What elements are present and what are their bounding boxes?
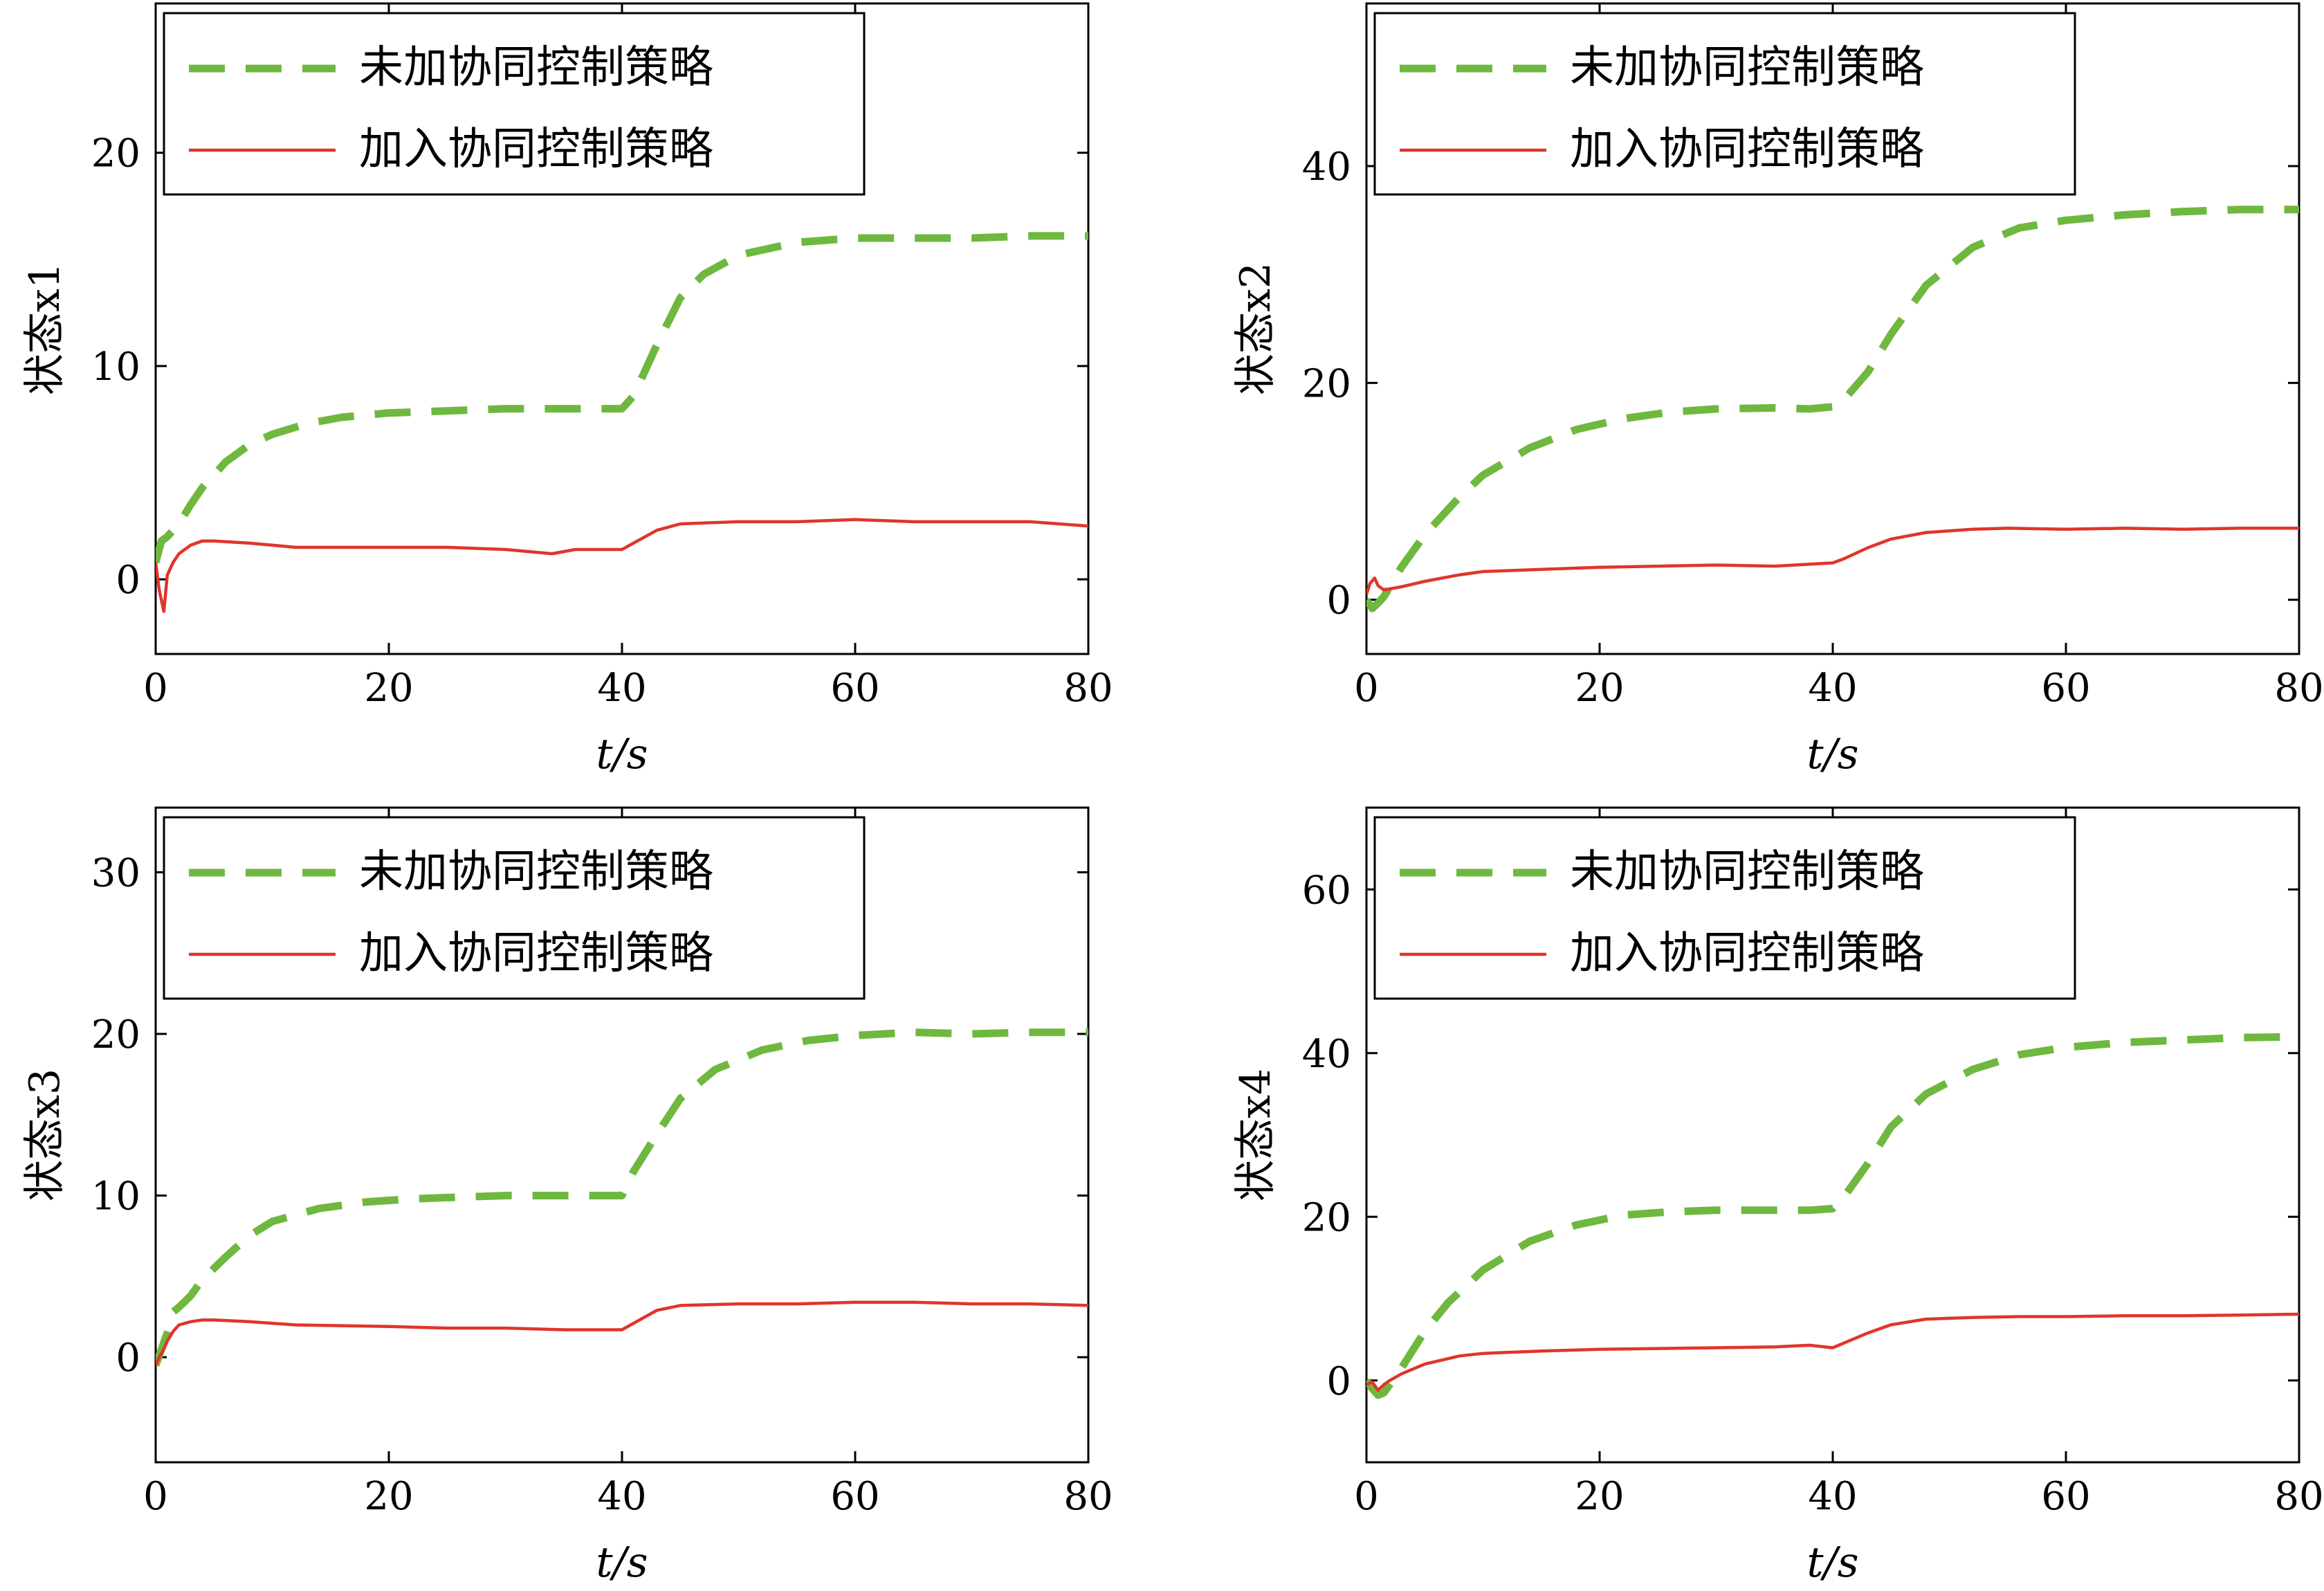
legend-box: [1373, 12, 2076, 196]
legend-label: 未加协同控制策略: [359, 846, 713, 898]
legend-label: 加入协同控制策略: [359, 124, 713, 175]
x-tick-label: 20: [1575, 666, 1624, 711]
x-axis-label: t/s: [1806, 730, 1858, 779]
legend-box: [163, 12, 866, 196]
y-tick-label: 20: [91, 131, 140, 176]
legend-label: 加入协同控制策略: [1570, 124, 1924, 175]
x-tick-label: 80: [1063, 666, 1113, 711]
legend-label: 加入协同控制策略: [1570, 928, 1924, 979]
legend-label: 未加协同控制策略: [359, 42, 713, 93]
x-tick-label: 60: [830, 666, 879, 711]
y-axis-label: 状态x2: [1232, 262, 1280, 395]
x-tick-label: 0: [143, 1474, 168, 1519]
series-line-with-strategy: [1366, 527, 2299, 595]
x-tick-label: 20: [364, 1474, 413, 1519]
series-line-without-strategy: [1366, 206, 2299, 612]
y-tick-label: 0: [1326, 1359, 1351, 1404]
x-tick-label: 80: [2274, 1474, 2323, 1519]
series-line-with-strategy: [156, 518, 1088, 613]
y-tick-label: 60: [1302, 868, 1351, 913]
x-tick-label: 20: [1575, 1474, 1624, 1519]
legend-box: [1373, 816, 2076, 1000]
legend-label: 加入协同控制策略: [359, 928, 713, 979]
y-tick-label: 30: [91, 851, 140, 895]
x-tick-label: 0: [143, 666, 168, 711]
x-axis-label: t/s: [596, 1538, 648, 1587]
y-tick-label: 10: [91, 1174, 140, 1219]
y-axis-label: 状态x4: [1232, 1069, 1280, 1201]
legend-label: 未加协同控制策略: [1570, 42, 1924, 93]
x-tick-label: 0: [1354, 666, 1379, 711]
series-line-without-strategy: [156, 232, 1088, 563]
x-tick-label: 80: [1063, 1474, 1113, 1519]
y-axis-label: 状态x1: [21, 262, 69, 395]
legend-box: [163, 816, 866, 1000]
y-tick-label: 0: [116, 1336, 140, 1381]
y-tick-label: 0: [1326, 579, 1351, 624]
x-axis-label: t/s: [596, 730, 648, 779]
y-tick-label: 0: [116, 558, 140, 603]
x-tick-label: 60: [830, 1474, 879, 1519]
x-tick-label: 40: [1808, 666, 1857, 711]
y-tick-label: 40: [1302, 145, 1351, 190]
x-tick-label: 0: [1354, 1474, 1379, 1519]
y-tick-label: 20: [1302, 361, 1351, 406]
legend-label: 未加协同控制策略: [1570, 846, 1924, 898]
series-line-without-strategy: [1366, 1033, 2299, 1399]
x-tick-label: 60: [2041, 1474, 2090, 1519]
y-tick-label: 20: [1302, 1195, 1351, 1240]
x-tick-label: 20: [364, 666, 413, 711]
y-axis-label: 状态x3: [21, 1069, 69, 1201]
x-tick-label: 40: [597, 1474, 646, 1519]
series-line-without-strategy: [156, 1028, 1088, 1367]
x-tick-label: 40: [1808, 1474, 1857, 1519]
y-tick-label: 20: [91, 1012, 140, 1057]
y-tick-label: 10: [91, 345, 140, 390]
x-tick-label: 80: [2274, 666, 2323, 711]
series-line-with-strategy: [156, 1300, 1088, 1366]
x-tick-label: 60: [2041, 666, 2090, 711]
x-axis-label: t/s: [1806, 1538, 1858, 1587]
series-line-with-strategy: [1366, 1312, 2299, 1392]
y-tick-label: 40: [1302, 1032, 1351, 1077]
x-tick-label: 40: [597, 666, 646, 711]
